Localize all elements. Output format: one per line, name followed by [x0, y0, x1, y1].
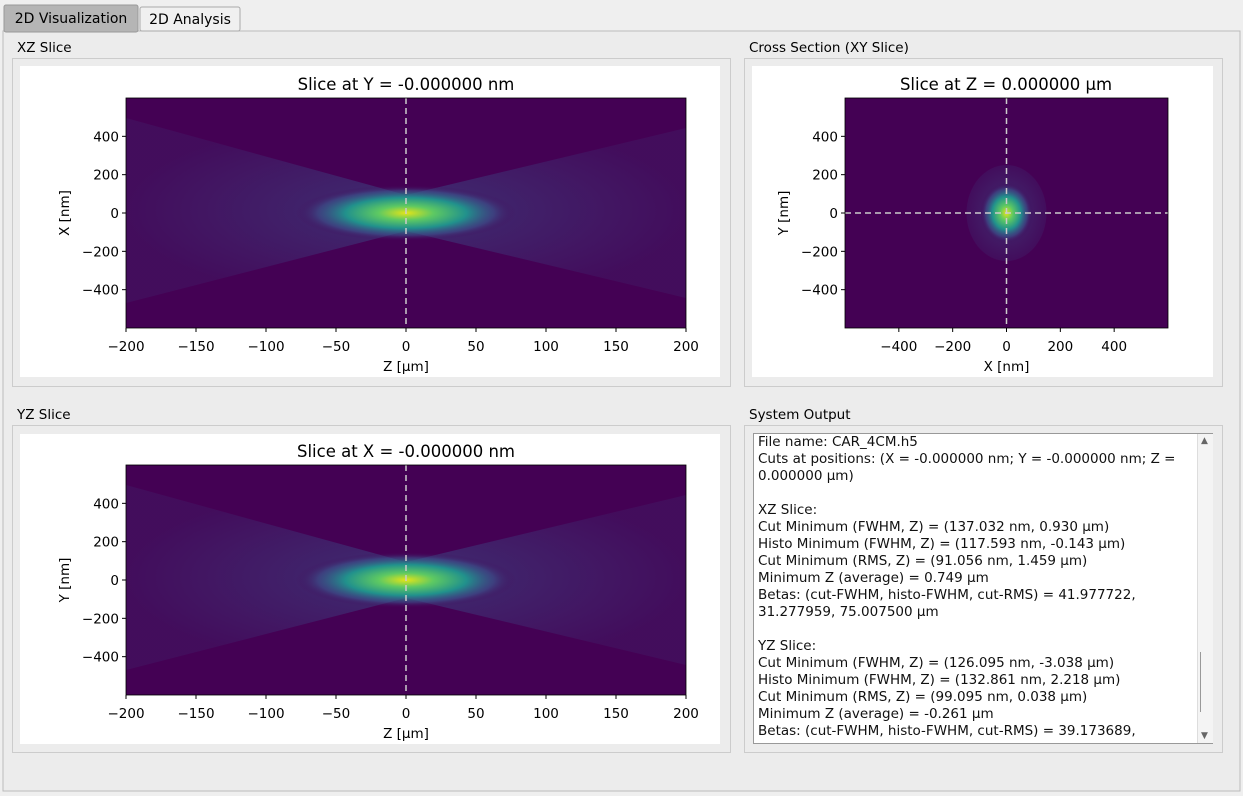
- x-tick-label: 150: [603, 706, 629, 722]
- group-label: XZ Slice: [17, 40, 72, 56]
- y-tick-label: −200: [801, 244, 838, 260]
- y-tick-label: 0: [829, 206, 838, 222]
- plot-title: Slice at Z = 0.000000 µm: [900, 75, 1112, 94]
- group-label: Cross Section (XY Slice): [749, 40, 909, 56]
- y-tick-label: 200: [93, 535, 119, 551]
- y-tick-label: −200: [82, 611, 119, 627]
- x-tick-label: −50: [322, 339, 351, 355]
- x-tick-label: 0: [402, 339, 411, 355]
- output-line: Cut Minimum (FWHM, Z) = (137.032 nm, 0.9…: [758, 519, 1110, 535]
- heatmap: [845, 98, 1168, 328]
- y-tick-label: −400: [82, 650, 119, 666]
- group-frame: [744, 425, 1223, 753]
- y-tick-label: −400: [801, 283, 838, 299]
- x-tick-label: −100: [247, 339, 284, 355]
- x-tick-label: 200: [673, 706, 699, 722]
- tab[interactable]: [139, 6, 241, 32]
- x-tick-label: −100: [247, 706, 284, 722]
- output-block: YZ Slice: Cut Minimum (FWHM, Z) = (126.09…: [758, 638, 1198, 740]
- plot-title: Slice at X = -0.000000 nm: [297, 442, 515, 461]
- x-tick-label: −200: [107, 706, 144, 722]
- x-tick-label: 400: [1101, 339, 1127, 355]
- x-axis-label: Z [µm]: [383, 726, 429, 742]
- x-tick-label: 50: [467, 339, 484, 355]
- output-line: Cut Minimum (RMS, Z) = (91.056 nm, 1.459…: [758, 553, 1088, 569]
- y-tick-label: 0: [110, 573, 119, 589]
- group-frame: [12, 58, 731, 387]
- tab-label[interactable]: 2D Visualization: [15, 11, 128, 27]
- output-line: Betas: (cut-FWHM, histo-FWHM, cut-RMS) =…: [758, 587, 1136, 620]
- output-line: YZ Slice:: [758, 638, 817, 654]
- x-tick-label: −200: [107, 339, 144, 355]
- y-axis-label: X [nm]: [57, 190, 73, 236]
- y-axis-label: Y [nm]: [57, 558, 73, 604]
- y-tick-label: 200: [812, 168, 838, 184]
- group-frame: [12, 425, 731, 753]
- scroll-down[interactable]: ▼: [1201, 731, 1208, 741]
- output-line: Betas: (cut-FWHM, histo-FWHM, cut-RMS) =…: [758, 723, 1136, 739]
- tab-active[interactable]: [3, 4, 139, 33]
- y-tick-label: 0: [110, 206, 119, 222]
- output-line: Cut Minimum (RMS, Z) = (99.095 nm, 0.038…: [758, 689, 1088, 705]
- x-tick-label: 0: [402, 706, 411, 722]
- output-line: XZ Slice:: [758, 502, 818, 518]
- x-tick-label: −150: [177, 706, 214, 722]
- x-axis-label: X [nm]: [984, 359, 1030, 375]
- y-tick-label: 400: [812, 129, 838, 145]
- heatmap: [126, 465, 686, 695]
- y-tick-label: 400: [93, 129, 119, 145]
- tab-label[interactable]: 2D Analysis: [149, 12, 231, 28]
- output-line: Histo Minimum (FWHM, Z) = (132.861 nm, 2…: [758, 672, 1121, 688]
- x-tick-label: 150: [603, 339, 629, 355]
- output-block: XZ Slice: Cut Minimum (FWHM, Z) = (137.03…: [758, 502, 1198, 621]
- output-block: File name: CAR_4CM.h5 Cuts at positions: …: [758, 434, 1198, 485]
- x-axis-label: Z [µm]: [383, 359, 429, 375]
- output-line: Minimum Z (average) = -0.261 µm: [758, 706, 994, 722]
- x-tick-label: 200: [673, 339, 699, 355]
- x-tick-label: −150: [177, 339, 214, 355]
- scroll-up[interactable]: ▲: [1201, 436, 1208, 446]
- output-line: Cut Minimum (FWHM, Z) = (126.095 nm, -3.…: [758, 655, 1115, 671]
- system-output: File name: CAR_4CM.h5 Cuts at positions: …: [754, 434, 1198, 742]
- scrollbar[interactable]: ▲ ▼: [1197, 434, 1213, 743]
- x-tick-label: 50: [467, 706, 484, 722]
- output-line: Histo Minimum (FWHM, Z) = (117.593 nm, -…: [758, 536, 1126, 552]
- group-label: YZ Slice: [16, 407, 71, 423]
- scroll-thumb[interactable]: [1200, 652, 1211, 712]
- x-tick-label: −400: [880, 339, 917, 355]
- y-axis-label: Y [nm]: [776, 191, 792, 237]
- y-tick-label: −400: [82, 283, 119, 299]
- output-line: File name: CAR_4CM.h5: [758, 434, 918, 450]
- y-tick-label: 200: [93, 168, 119, 184]
- x-tick-label: 100: [533, 706, 559, 722]
- output-line: Minimum Z (average) = 0.749 µm: [758, 570, 989, 586]
- x-tick-label: −50: [322, 706, 351, 722]
- group-label: System Output: [749, 407, 851, 423]
- x-tick-label: 100: [533, 339, 559, 355]
- x-tick-label: −200: [934, 339, 971, 355]
- group-frame: [744, 58, 1223, 387]
- y-tick-label: −200: [82, 244, 119, 260]
- x-tick-label: 0: [1002, 339, 1011, 355]
- x-tick-label: 200: [1047, 339, 1073, 355]
- output-line: Cuts at positions: (X = -0.000000 nm; Y …: [758, 451, 1176, 484]
- y-tick-label: 400: [93, 496, 119, 512]
- plot-title: Slice at Y = -0.000000 nm: [298, 75, 515, 94]
- heatmap: [126, 98, 686, 328]
